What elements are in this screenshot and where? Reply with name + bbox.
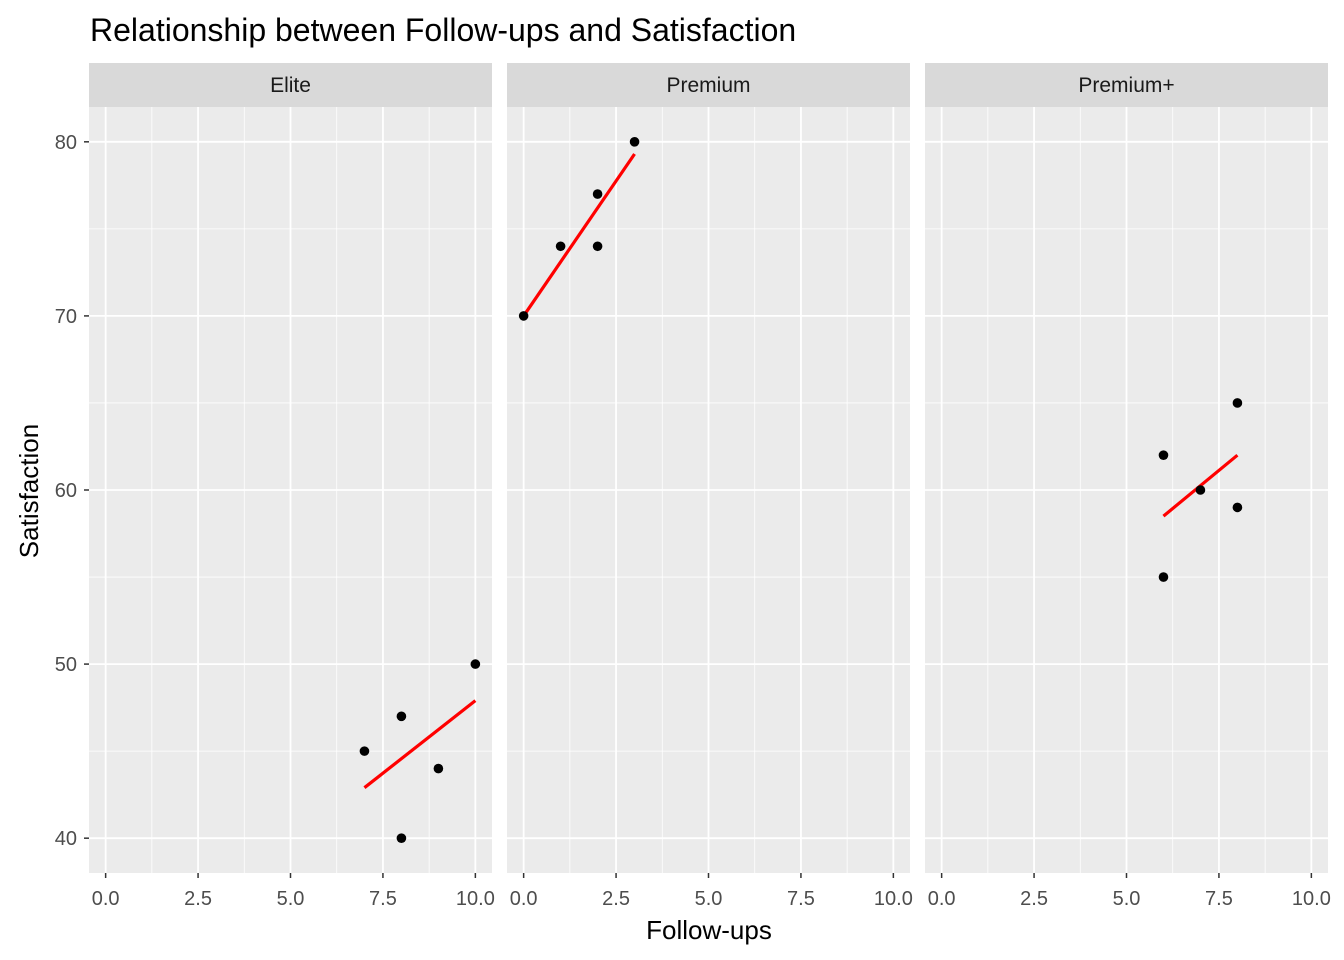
strip-background	[89, 63, 492, 107]
panel-elite: Elite 0.0 2.5 5.0 7.5 10.0	[89, 63, 495, 910]
data-point	[396, 833, 407, 843]
x-tick-label: 2.5	[1020, 888, 1048, 910]
data-point	[433, 763, 444, 774]
y-tick-label: 50	[55, 654, 77, 676]
strip-background	[507, 63, 910, 107]
data-point	[592, 189, 603, 199]
strip-label: Elite	[270, 74, 311, 97]
data-point	[359, 746, 370, 756]
y-tick-label: 70	[55, 306, 77, 328]
panel-premium: Premium 0.0 2.5 5.0 7.5 10.0	[507, 63, 913, 910]
strip-label: Premium+	[1078, 74, 1174, 97]
x-tick-label: 5.0	[695, 888, 723, 910]
x-tick-label: 7.5	[1205, 888, 1233, 910]
y-axis-title: Satisfaction	[14, 424, 44, 558]
data-point	[1158, 450, 1169, 460]
x-tick-label: 2.5	[602, 888, 630, 910]
y-tick-label: 40	[55, 828, 77, 850]
data-point	[629, 137, 640, 147]
data-point	[470, 659, 481, 669]
chart-title: Relationship between Follow-ups and Sati…	[90, 12, 796, 48]
y-axis: 40 50 60 70 80	[55, 132, 89, 850]
x-tick-label: 7.5	[787, 888, 815, 910]
strip-label: Premium	[666, 74, 750, 97]
x-tick-label: 10.0	[874, 888, 913, 910]
x-tick-label: 5.0	[277, 888, 305, 910]
x-tick-label: 0.0	[928, 888, 956, 910]
x-tick-label: 10.0	[456, 888, 495, 910]
x-axis-title: Follow-ups	[646, 915, 772, 945]
data-point	[555, 241, 566, 252]
y-tick-label: 60	[55, 480, 77, 502]
y-tick-label: 80	[55, 132, 77, 154]
x-tick-label: 2.5	[184, 888, 212, 910]
x-tick-label: 10.0	[1292, 888, 1331, 910]
data-point	[1195, 485, 1206, 495]
fit-line	[363, 699, 477, 789]
panel-premium-plus: Premium+ 0.0 2.5 5.0 7.5 10.0	[925, 63, 1331, 910]
data-point	[1158, 572, 1169, 582]
data-point	[592, 241, 603, 252]
x-tick-label: 0.0	[92, 888, 120, 910]
data-point	[1232, 398, 1243, 408]
data-point	[518, 311, 529, 321]
x-tick-label: 7.5	[369, 888, 397, 910]
strip-background	[925, 63, 1328, 107]
fit-line	[522, 153, 636, 317]
x-tick-label: 0.0	[510, 888, 538, 910]
data-point	[396, 711, 407, 722]
x-tick-label: 5.0	[1113, 888, 1141, 910]
data-point	[1232, 502, 1243, 513]
facet-panels: Elite 0.0 2.5 5.0 7.5 10.0 Premium 0.0 2.5 5.0 7.5…	[89, 63, 1331, 910]
